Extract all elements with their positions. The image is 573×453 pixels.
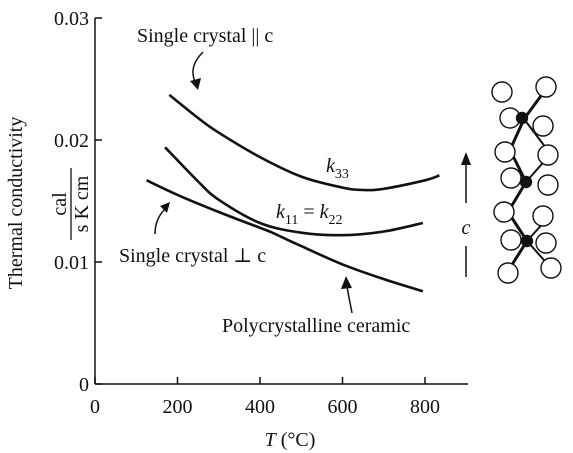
k11-subscript: 11 <box>285 213 298 228</box>
arrowhead-parallel <box>190 78 201 90</box>
x-tick-label: 400 <box>245 396 275 418</box>
k33-subscript: 33 <box>335 167 349 182</box>
x-tick-label: 0 <box>90 396 100 418</box>
k22-subscript: 22 <box>329 213 343 228</box>
arrow-polycrystalline <box>347 286 352 313</box>
arrowhead-perpendicular <box>160 202 170 213</box>
label-k11-k22: k11 = k22 <box>276 201 343 228</box>
k11-equals: = <box>298 201 319 223</box>
x-tick-label: 600 <box>328 396 358 418</box>
y-tick-label: 0 <box>79 374 89 396</box>
series-line-single-crystal-parallel <box>169 95 439 190</box>
label-polycrystalline: Polycrystalline ceramic <box>222 315 410 337</box>
crystal-structure-diagram <box>492 77 561 283</box>
x-tick-label: 800 <box>410 396 440 418</box>
series-line-polycrystalline-ceramic <box>147 180 423 291</box>
label-single-crystal-parallel: Single crystal || c <box>137 25 273 47</box>
x-axis-title: T (°C) <box>265 429 316 451</box>
arrow-perpendicular <box>155 209 165 234</box>
x-ticks: 0 200 400 600 800 <box>90 377 440 418</box>
y-unit-denominator: s K cm <box>71 175 93 232</box>
label-k33: k33 <box>326 155 349 182</box>
y-axis-title: Thermal conductivity <box>5 117 27 290</box>
y-tick-label: 0.01 <box>54 252 89 274</box>
x-axis-unit: (°C) <box>276 429 316 451</box>
label-single-crystal-perpendicular: Single crystal ⊥ c <box>119 245 266 267</box>
c-axis-label: c <box>462 217 471 239</box>
y-unit-numerator: cal <box>49 192 71 216</box>
y-tick-label: 0.02 <box>54 130 89 152</box>
x-tick-label: 200 <box>163 396 193 418</box>
arrowhead-polycrystalline <box>341 276 352 289</box>
y-tick-label: 0.03 <box>54 8 89 30</box>
